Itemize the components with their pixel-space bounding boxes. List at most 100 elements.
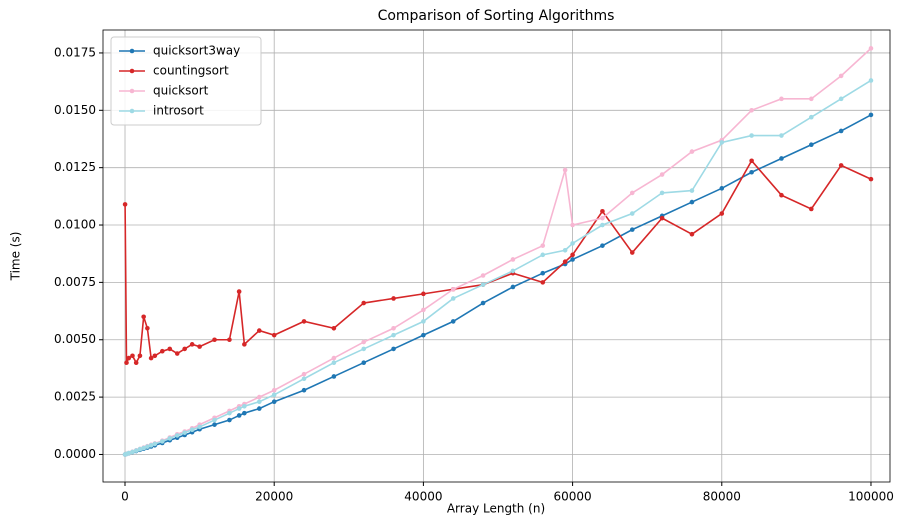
point (868, 78, 874, 83)
point (242, 342, 247, 347)
point (212, 422, 217, 427)
point (391, 346, 396, 352)
point (838, 128, 844, 134)
point (480, 273, 486, 278)
y-tick-label: 0.0100 (54, 218, 96, 232)
legend-label: quicksort3way (153, 44, 240, 58)
point (242, 403, 247, 409)
point (838, 96, 844, 102)
point (540, 280, 546, 285)
point (629, 250, 635, 255)
point (227, 410, 232, 416)
point (301, 387, 307, 393)
point (838, 163, 844, 168)
point (361, 346, 367, 352)
point (122, 202, 128, 207)
point (689, 199, 695, 205)
point (480, 300, 486, 306)
point (160, 348, 165, 354)
point (212, 417, 217, 423)
point (510, 268, 516, 274)
point (167, 346, 173, 352)
point (137, 353, 143, 359)
point (562, 259, 568, 265)
point (126, 355, 132, 361)
point (421, 307, 426, 313)
point (167, 436, 173, 441)
point (719, 211, 725, 216)
point (152, 353, 158, 359)
point (600, 208, 605, 214)
y-axis-label: Time (s) (9, 232, 23, 282)
point (189, 342, 195, 347)
point (600, 243, 605, 248)
y-tick-label: 0.0000 (54, 447, 96, 461)
series-line (124, 159, 872, 365)
point (331, 360, 337, 365)
point (540, 252, 546, 258)
point (361, 300, 367, 306)
point (749, 158, 754, 164)
point (659, 215, 665, 221)
point (659, 190, 665, 196)
point (271, 392, 277, 398)
y-tick-label: 0.0175 (54, 45, 96, 59)
point (868, 46, 874, 51)
point (145, 325, 150, 331)
point (391, 296, 396, 301)
point (130, 353, 135, 359)
point (689, 188, 695, 193)
plot-frame (102, 29, 891, 483)
point (236, 406, 242, 411)
y-tick-label: 0.0075 (54, 275, 96, 289)
x-tick-label: 0 (121, 490, 129, 504)
point (749, 133, 754, 138)
point (659, 172, 665, 177)
point (540, 270, 546, 276)
point (227, 337, 232, 343)
point (749, 108, 754, 113)
legend-marker (129, 48, 135, 54)
point (256, 406, 262, 411)
point (562, 247, 568, 253)
point (197, 344, 202, 349)
point (174, 351, 180, 356)
point (689, 149, 695, 154)
point (779, 133, 784, 138)
point (510, 284, 516, 290)
point (562, 167, 568, 173)
point (301, 371, 307, 377)
point (236, 289, 242, 294)
point (227, 417, 232, 423)
point (182, 430, 187, 435)
point (271, 399, 277, 404)
point (126, 450, 132, 456)
x-tick-label: 20000 (255, 490, 293, 504)
y-tick-label: 0.0025 (54, 390, 96, 404)
point (137, 446, 143, 452)
point (331, 355, 337, 361)
point (719, 140, 725, 145)
point (331, 325, 337, 331)
point (271, 332, 277, 338)
point (450, 296, 456, 301)
point (301, 376, 307, 382)
point (600, 222, 605, 228)
point (271, 387, 277, 393)
point (256, 328, 262, 333)
legend-label: quicksort (153, 84, 209, 98)
point (182, 346, 187, 352)
legend-box (110, 36, 262, 126)
point (779, 156, 784, 161)
point (809, 96, 814, 102)
legend-marker (129, 68, 135, 74)
point (133, 360, 139, 365)
point (212, 337, 217, 343)
chart-title: Comparison of Sorting Algorithms (378, 8, 615, 24)
point (141, 314, 146, 320)
legend: quicksort3way countingsort quicksort intros… (110, 36, 262, 126)
point (361, 360, 367, 365)
point (421, 291, 426, 297)
point (719, 186, 725, 191)
legend-label: countingsort (153, 64, 229, 78)
